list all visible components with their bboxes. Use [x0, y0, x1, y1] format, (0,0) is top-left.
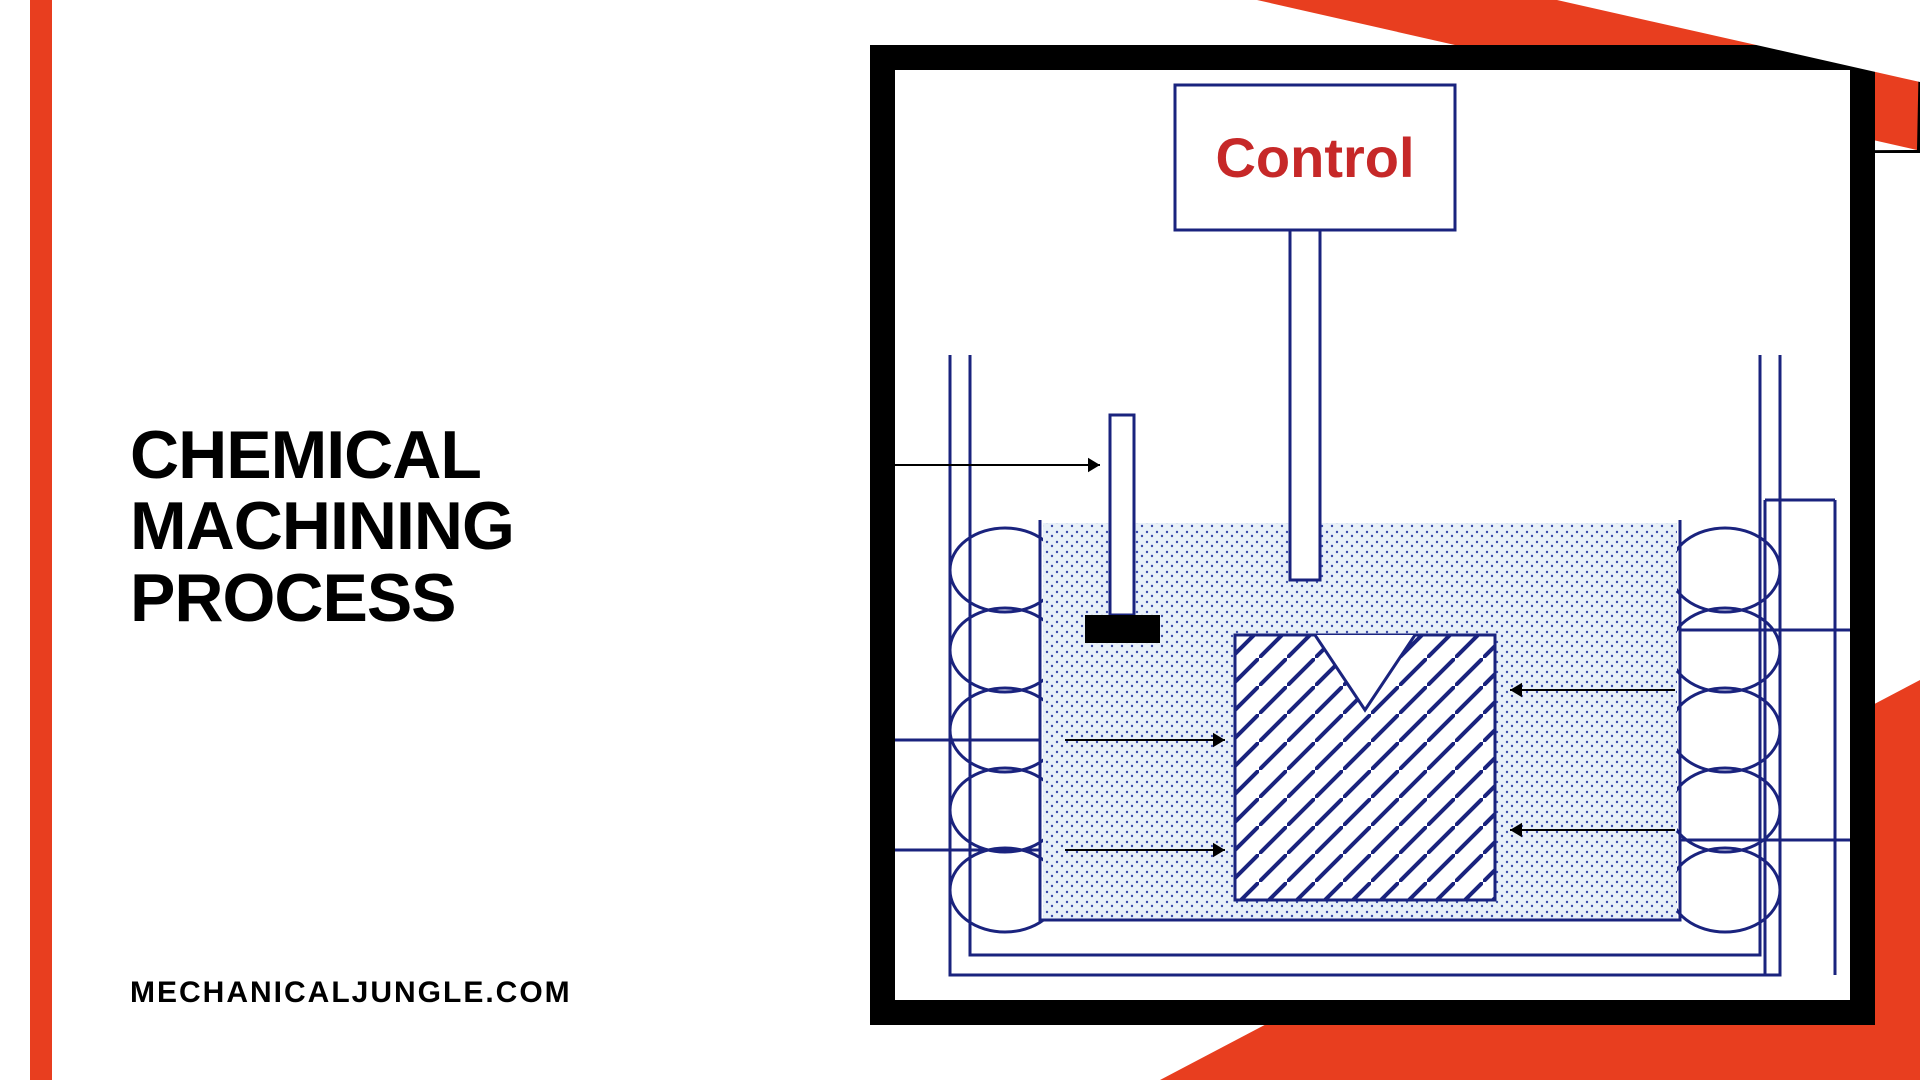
- title-block: CHEMICAL MACHINING PROCESS: [130, 420, 830, 634]
- diagram-inner: Control: [895, 70, 1850, 1000]
- diagram-frame: Control: [870, 45, 1875, 1025]
- title-line2: PROCESS: [130, 563, 830, 634]
- svg-text:Control: Control: [1215, 126, 1414, 189]
- diagram-svg: Control: [895, 70, 1850, 1000]
- left-accent-bar: [30, 0, 52, 1080]
- corner-top-white: [1557, 0, 1920, 82]
- website-label: MECHANICALJUNGLE.COM: [130, 976, 572, 1010]
- title-line1: CHEMICAL MACHINING: [130, 420, 830, 563]
